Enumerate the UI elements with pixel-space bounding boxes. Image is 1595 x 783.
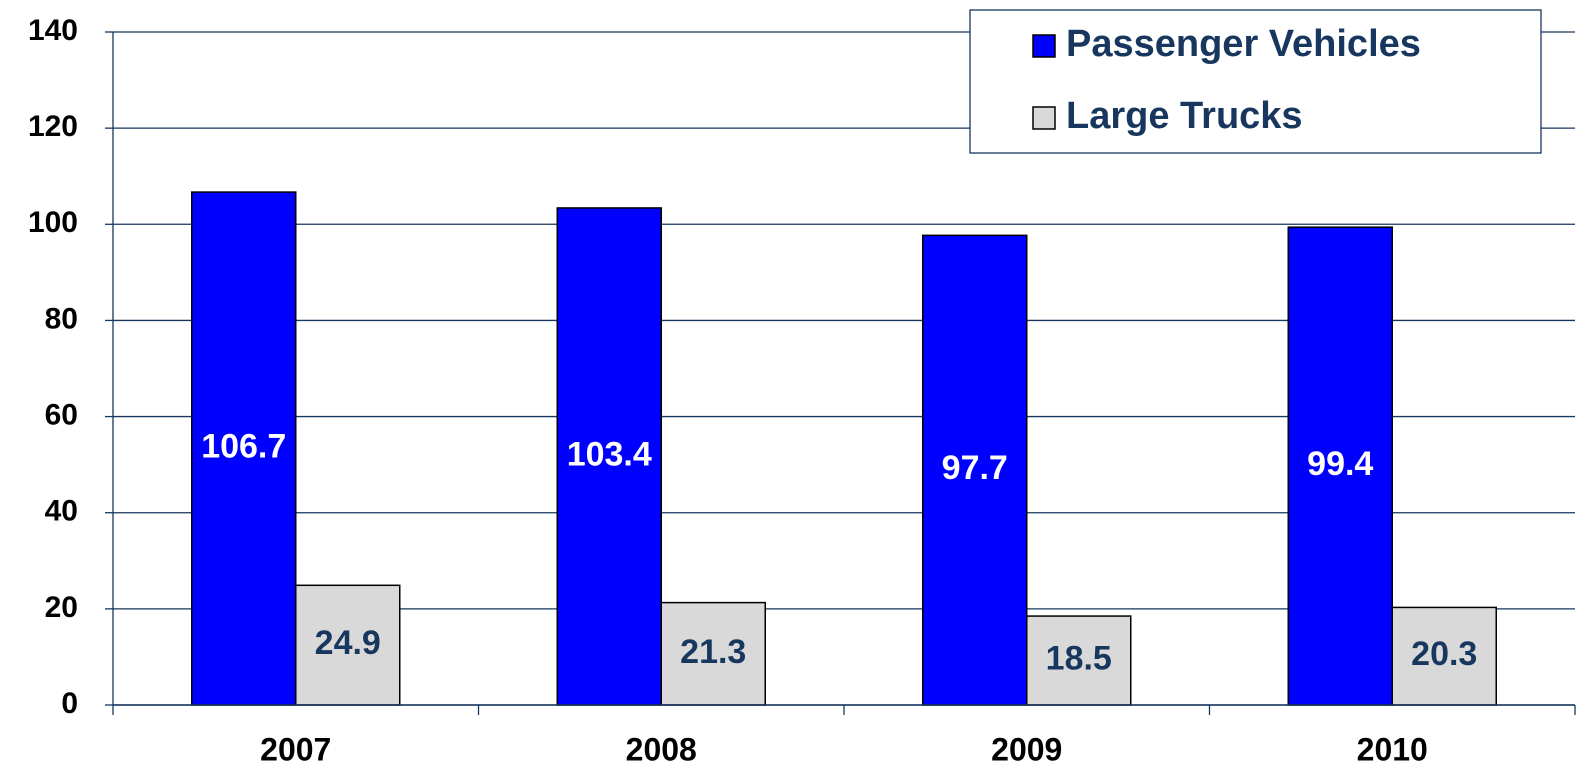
y-tick-label: 100 xyxy=(28,206,78,239)
bar xyxy=(1026,615,1132,706)
bar xyxy=(556,207,662,706)
y-tick-label: 80 xyxy=(45,302,78,335)
y-tick-label: 120 xyxy=(28,110,78,143)
data-label: 99.4 xyxy=(1307,445,1373,483)
data-label: 103.4 xyxy=(567,435,652,473)
bar xyxy=(922,234,1028,706)
bar xyxy=(1391,606,1497,706)
y-tick-label: 40 xyxy=(45,495,78,528)
legend-label: Passenger Vehicles xyxy=(1066,23,1421,65)
legend-box xyxy=(969,9,1542,154)
x-tick-label: 2010 xyxy=(1357,731,1428,767)
x-tick-label: 2009 xyxy=(991,731,1062,767)
data-label: 20.3 xyxy=(1411,635,1477,673)
legend-swatch xyxy=(1032,106,1056,130)
bar xyxy=(1287,226,1393,706)
y-tick-label: 140 xyxy=(28,14,78,47)
x-tick-label: 2008 xyxy=(626,731,697,767)
data-label: 97.7 xyxy=(942,449,1008,487)
data-label: 18.5 xyxy=(1046,640,1112,678)
bar xyxy=(660,601,766,706)
y-tick-label: 20 xyxy=(45,591,78,624)
x-tick-label: 2007 xyxy=(260,731,331,767)
data-label: 24.9 xyxy=(315,624,381,662)
data-label: 21.3 xyxy=(680,633,746,671)
y-tick-label: 60 xyxy=(45,398,78,431)
data-label: 106.7 xyxy=(201,428,286,466)
legend-label: Large Trucks xyxy=(1066,95,1303,137)
legend-swatch xyxy=(1032,34,1056,58)
y-tick-label: 0 xyxy=(61,687,78,720)
